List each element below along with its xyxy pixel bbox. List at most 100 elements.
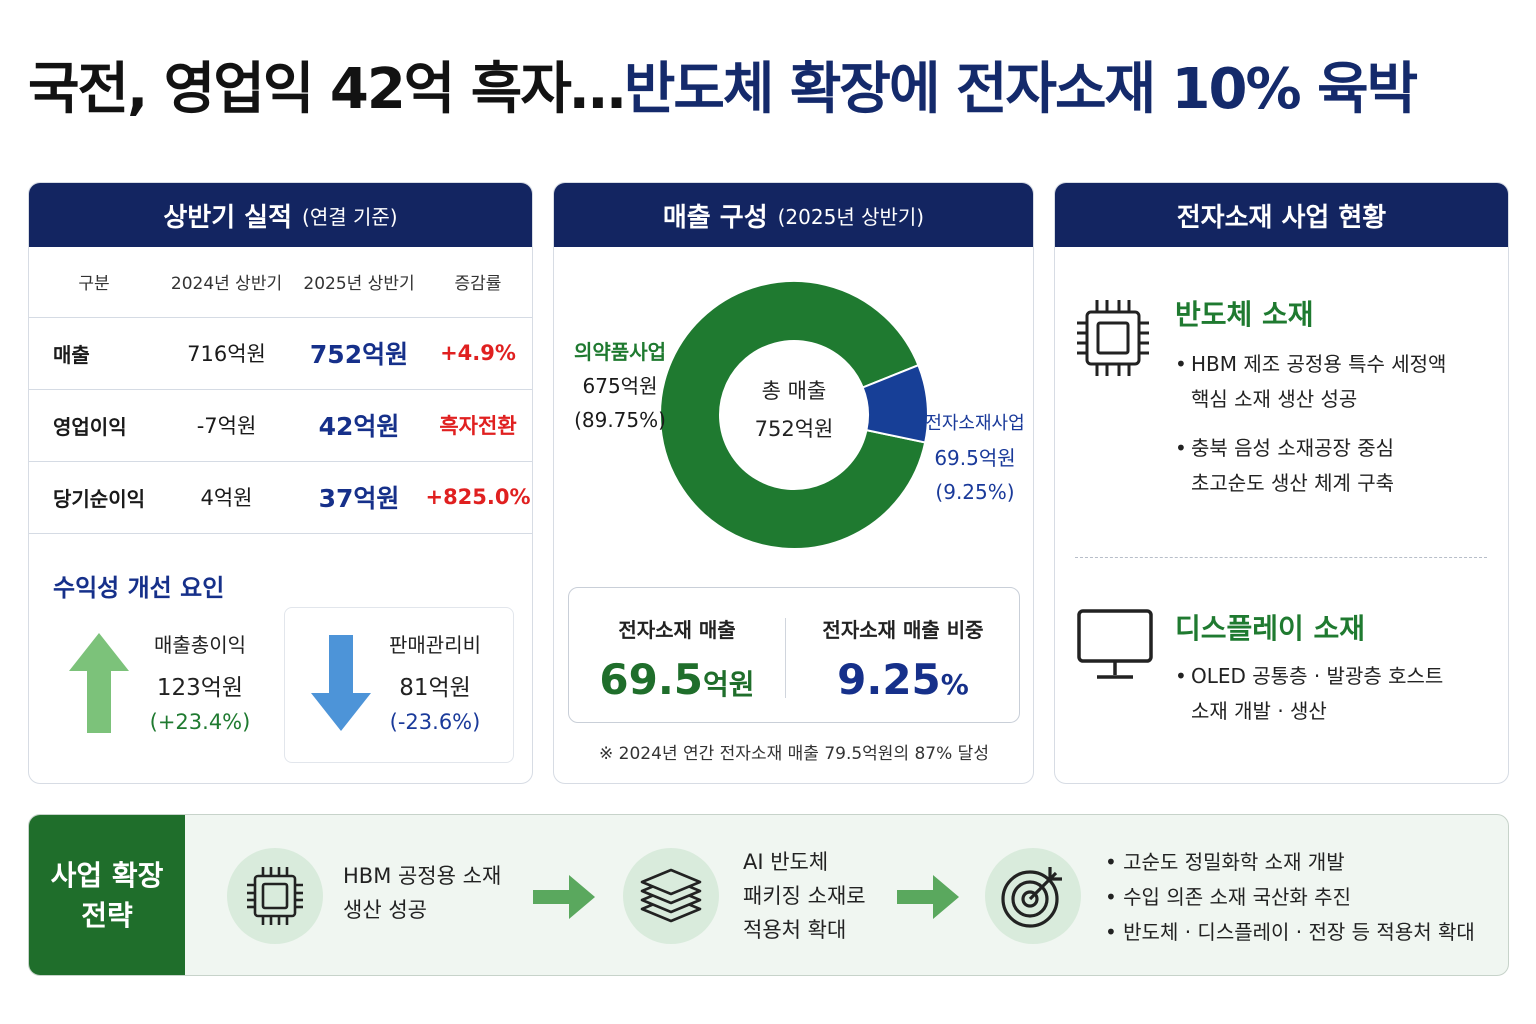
- performance-header: 상반기 실적 (연결 기준): [29, 183, 532, 247]
- stat-title: 전자소재 매출 비중: [822, 618, 984, 642]
- change-value: +825.0%: [424, 461, 532, 534]
- step1-text: HBM 공정용 소재 생산 성공: [343, 859, 501, 927]
- column-header: 2025년 상반기: [294, 247, 424, 318]
- strategy-bullets: • 고순도 정밀화학 소재 개발 • 수입 의존 소재 국산화 추진 • 반도체…: [1105, 845, 1475, 950]
- value-2025: 752억원: [294, 317, 424, 390]
- chip-icon: [1077, 300, 1149, 376]
- revenue-header: 매출 구성 (2025년 상반기): [554, 183, 1033, 247]
- arrow-right-icon: [533, 875, 595, 919]
- step-text-line: 적용처 확대: [743, 918, 847, 942]
- stat-divider: [785, 618, 786, 698]
- strategy-strip: 사업 확장 전략 HBM 공정용 소재 생산 성공: [28, 814, 1509, 976]
- table-row: 당기순이익 4억원 37억원 +825.0%: [29, 461, 532, 534]
- chip-icon: [247, 867, 303, 925]
- headline-part1: 국전, 영업익 42억 흑자…: [28, 57, 626, 122]
- list-item: • 고순도 정밀화학 소재 개발: [1105, 850, 1345, 874]
- list-item: • HBM 제조 공정용 특수 세정액: [1175, 352, 1447, 376]
- pharma-label: 의약품사업 675억원 (89.75%): [562, 335, 678, 437]
- stat-sales: 전자소재 매출 69.5억원: [569, 588, 785, 724]
- factor-value: 123억원: [156, 675, 244, 701]
- revenue-panel: 매출 구성 (2025년 상반기) 총 매출 752억원 의약품사업 675억원…: [553, 182, 1034, 784]
- list-item: 초고순도 생산 체계 구축: [1191, 471, 1395, 495]
- factor-box: [284, 607, 514, 763]
- row-label: 매출: [29, 317, 159, 390]
- stat-number: 9.25: [837, 655, 941, 704]
- revenue-title: 매출 구성: [662, 202, 768, 233]
- step-text-line: AI 반도체: [743, 850, 829, 874]
- list-item: • 반도체 · 디스플레이 · 전장 등 적용처 확대: [1105, 920, 1475, 944]
- factor-change: (-23.6%): [389, 710, 481, 734]
- factor-gross-profit: 매출총이익 123억원 (+23.4%): [135, 629, 265, 734]
- change-value: +4.9%: [424, 317, 532, 390]
- value-2024: 716억원: [159, 317, 294, 390]
- stat-title: 전자소재 매출: [618, 618, 736, 642]
- arrow-right-icon: [897, 875, 959, 919]
- value-2025: 42억원: [294, 389, 424, 462]
- strategy-title: 사업 확장 전략: [29, 815, 185, 975]
- semiconductor-title: 반도체 소재: [1175, 298, 1314, 331]
- segment-share: (9.25%): [935, 480, 1015, 504]
- step3-circle: [985, 848, 1081, 944]
- stat-unit: 억원: [703, 668, 755, 701]
- column-header: 구분: [29, 247, 159, 318]
- factor-label: 판매관리비: [389, 633, 481, 657]
- total-value: 752억원: [754, 417, 834, 441]
- list-item: 핵심 소재 생산 성공: [1191, 387, 1358, 411]
- list-item: • 수입 의존 소재 국산화 추진: [1105, 885, 1351, 909]
- performance-title: 상반기 실적: [163, 202, 293, 233]
- table-header-row: 구분 2024년 상반기 2025년 상반기 증감률: [29, 247, 532, 318]
- semiconductor-list: • HBM 제조 공정용 특수 세정액 핵심 소재 생산 성공 • 충북 음성 소재…: [1175, 347, 1446, 501]
- section-divider: [1075, 557, 1487, 558]
- target-icon: [1001, 867, 1062, 928]
- column-header: 2024년 상반기: [159, 247, 294, 318]
- electronics-label: 전자소재사업 69.5억원 (9.25%): [922, 407, 1028, 509]
- stat-value: 69.5억원: [569, 655, 785, 704]
- segment-name: 의약품사업: [574, 340, 666, 364]
- segment-name: 전자소재사업: [925, 413, 1025, 434]
- display-section: 디스플레이 소재 • OLED 공통층 · 발광층 호스트 소재 개발 · 생산: [1075, 607, 1495, 747]
- headline: 국전, 영업익 42억 흑자…반도체 확장에 전자소재 10% 육박: [28, 48, 1518, 132]
- table-row: 영업이익 -7억원 42억원 흑자전환: [29, 389, 532, 462]
- layers-icon: [640, 868, 702, 923]
- step-text-line: HBM 공정용 소재: [343, 864, 502, 888]
- monitor-icon: [1077, 609, 1153, 679]
- arrow-up-icon: [69, 633, 129, 733]
- factor-label: 매출총이익: [154, 633, 246, 657]
- strategy-title-line2: 전략: [81, 899, 133, 932]
- step1-circle: [227, 848, 323, 944]
- electronics-title: 전자소재 사업 현황: [1176, 202, 1387, 233]
- column-header: 증감률: [424, 247, 532, 318]
- factor-change: (+23.4%): [149, 710, 251, 734]
- revenue-subtitle: (2025년 상반기): [777, 204, 925, 229]
- step-text-line: 패키징 소재로: [743, 884, 866, 908]
- electronics-stats: 전자소재 매출 69.5억원 전자소재 매출 비중 9.25%: [568, 587, 1020, 723]
- step2-text: AI 반도체 패키징 소재로 적용처 확대: [743, 845, 866, 947]
- donut-slice-electronics: [861, 363, 929, 444]
- headline-part2: 반도체 확장에 전자소재 10% 육박: [623, 57, 1418, 122]
- performance-table: 구분 2024년 상반기 2025년 상반기 증감률 매출 716억원 752억…: [29, 247, 532, 534]
- strategy-title-line1: 사업 확장: [50, 859, 164, 892]
- semiconductor-section: 반도체 소재 • HBM 제조 공정용 특수 세정액 핵심 소재 생산 성공 • 충…: [1075, 293, 1495, 523]
- donut-slice-pharma: [659, 280, 927, 550]
- value-2024: -7억원: [159, 389, 294, 462]
- achievement-note: ※ 2024년 연간 전자소재 매출 79.5억원의 87% 달성: [599, 744, 989, 764]
- segment-share: (89.75%): [574, 408, 666, 432]
- step-text-line: 생산 성공: [343, 898, 427, 922]
- total-label: 총 매출: [761, 379, 827, 403]
- performance-panel: 상반기 실적 (연결 기준) 구분 2024년 상반기 2025년 상반기 증감…: [28, 182, 533, 784]
- stat-number: 69.5: [599, 655, 704, 704]
- stat-value: 9.25%: [795, 655, 1011, 704]
- donut-chart: 총 매출 752억원 의약품사업 675억원 (89.75%) 전자소재사업 6…: [554, 247, 1033, 577]
- stat-unit: %: [940, 668, 969, 701]
- donut-center: 총 매출 752억원: [739, 372, 849, 448]
- donut-svg: [659, 280, 929, 550]
- row-label: 당기순이익: [29, 461, 159, 534]
- value-2024: 4억원: [159, 461, 294, 534]
- display-list: • OLED 공통층 · 발광층 호스트 소재 개발 · 생산: [1175, 659, 1443, 729]
- change-value: 흑자전환: [424, 389, 532, 462]
- list-item: 소재 개발 · 생산: [1191, 699, 1327, 723]
- row-label: 영업이익: [29, 389, 159, 462]
- factor-value: 81억원: [399, 675, 471, 701]
- segment-value: 675억원: [582, 374, 658, 398]
- stat-share: 전자소재 매출 비중 9.25%: [795, 588, 1011, 724]
